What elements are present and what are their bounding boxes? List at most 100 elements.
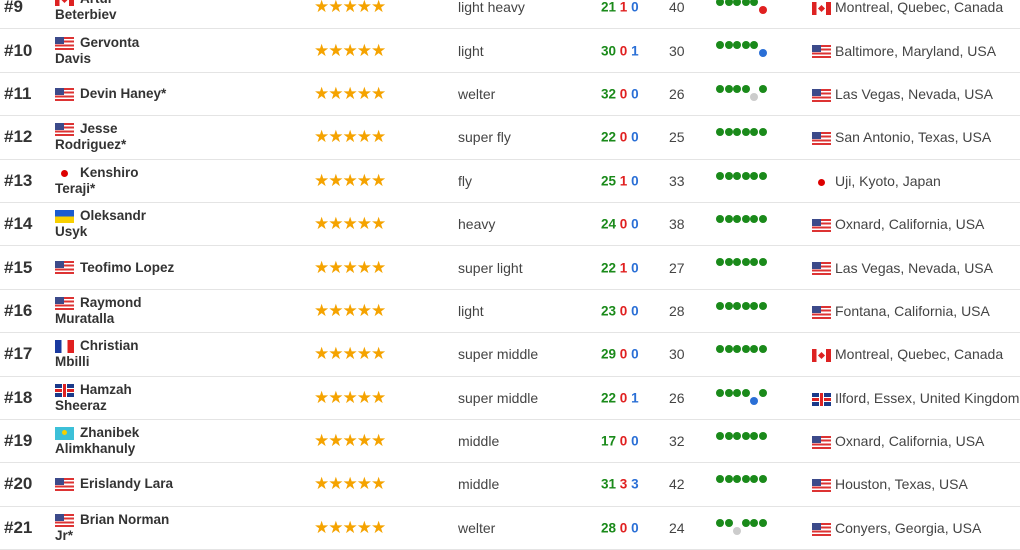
boxer-name-link[interactable]: Artur Beterbiev (55, 0, 175, 23)
star-icon: ★ (342, 344, 358, 364)
boxer-name-link[interactable]: Kenshiro Teraji* (55, 165, 175, 197)
us-flag-icon (55, 123, 74, 137)
form-dot-w (759, 171, 767, 180)
star-icon: ★ (314, 431, 329, 451)
star-rating: ★★★★★ (314, 300, 386, 321)
age: 42 (669, 476, 685, 493)
record: 30 0 1 (601, 43, 639, 58)
residence: Baltimore, Maryland, USA (812, 43, 996, 59)
rank: #16 (4, 300, 33, 320)
star-icon: ★ (314, 214, 329, 234)
boxer-name: Raymond Muratalla (55, 294, 142, 326)
star-icon: ★ (342, 0, 358, 17)
boxer-name-link[interactable]: Teofimo Lopez (55, 260, 175, 276)
residence: Montreal, Quebec, Canada (812, 346, 1003, 362)
star-icon: ★ (328, 0, 343, 17)
star-icon: ★ (314, 517, 329, 537)
star-icon: ★ (342, 300, 358, 320)
division: welter (458, 519, 496, 536)
star-rating: ★★★★★ (314, 388, 386, 408)
table-row[interactable]: #20 Erislandy Lara ★★★★★ middle 31 3 3 4… (0, 463, 1020, 507)
location: Ilford, Essex, United Kingdom (835, 389, 1020, 406)
wins: 22 (601, 260, 617, 276)
location: Oxnard, California, USA (835, 433, 985, 450)
table-row[interactable]: #9 Artur Beterbiev ★★★★★ light heavy 21 … (0, 0, 1020, 30)
location: Montreal, Quebec, Canada (835, 0, 1004, 16)
boxer-name-link[interactable]: Oleksandr Usyk (55, 208, 175, 240)
wins: 23 (601, 303, 617, 319)
star-icon: ★ (314, 474, 329, 494)
division: super middle (458, 389, 539, 406)
star-rating: ★★★★★ (314, 84, 386, 104)
record: 22 0 1 (601, 390, 639, 405)
star-icon: ★ (328, 40, 343, 60)
boxer-name-link[interactable]: Brian Norman Jr* (55, 512, 175, 544)
form-dot-w (750, 475, 759, 484)
form-dot-w (759, 301, 767, 310)
boxer-name-link[interactable]: Christian Mbilli (55, 338, 175, 370)
us-flag-icon (55, 296, 74, 310)
residence: Las Vegas, Nevada, USA (812, 260, 993, 276)
table-row[interactable]: #10 Gervonta Davis ★★★★★ light 30 0 1 30… (0, 29, 1020, 73)
age: 30 (669, 346, 685, 363)
table-row[interactable]: #15 Teofimo Lopez ★★★★★ super light 22 1… (0, 246, 1020, 290)
record: 22 0 0 (601, 130, 639, 145)
star-rating: ★★★★★ (314, 344, 386, 364)
table-row[interactable]: #13 Kenshiro Teraji* ★★★★★ fly 25 1 0 33… (0, 160, 1020, 203)
table-row[interactable]: #19 Zhanibek Alimkhanuly ★★★★★ middle 17… (0, 420, 1020, 464)
rank: #18 (4, 387, 33, 407)
table-row[interactable]: #11 Devin Haney* ★★★★★ welter 32 0 0 26 … (0, 73, 1020, 117)
wins: 32 (601, 86, 617, 102)
us-flag-icon (55, 478, 74, 492)
wins: 22 (601, 390, 617, 406)
boxer-name-link[interactable]: Devin Haney* (55, 86, 175, 102)
rank: #15 (4, 257, 33, 277)
ca-flag-icon (55, 0, 74, 7)
star-icon: ★ (371, 170, 386, 190)
boxer-name-link[interactable]: Erislandy Lara (55, 476, 175, 492)
star-rating: ★★★★★ (314, 517, 386, 538)
star-icon: ★ (314, 257, 329, 277)
table-row[interactable]: #17 Christian Mbilli ★★★★★ super middle … (0, 333, 1020, 377)
boxer-name-link[interactable]: Jesse Rodriguez* (55, 121, 175, 153)
form-dot-w (716, 475, 724, 484)
table-row[interactable]: #12 Jesse Rodriguez* ★★★★★ super fly 22 … (0, 116, 1020, 160)
star-icon: ★ (328, 431, 343, 451)
draws: 0 (631, 346, 639, 362)
star-rating: ★★★★★ (314, 257, 386, 278)
jp-flag-icon (812, 175, 831, 189)
form-dot-w (750, 258, 759, 267)
star-icon: ★ (328, 127, 343, 147)
location: Oxnard, California, USA (835, 216, 985, 233)
boxer-name-link[interactable]: Raymond Muratalla (55, 295, 175, 327)
age: 40 (669, 0, 685, 16)
form-dot-w (759, 258, 767, 267)
star-icon: ★ (356, 257, 372, 277)
boxer-name-link[interactable]: Gervonta Davis (55, 35, 175, 67)
boxer-name-link[interactable]: Zhanibek Alimkhanuly (55, 425, 175, 457)
star-icon: ★ (356, 431, 372, 451)
location: Las Vegas, Nevada, USA (835, 85, 993, 102)
division: heavy (458, 216, 496, 233)
age: 33 (669, 172, 685, 189)
us-flag-icon (55, 261, 74, 275)
record: 29 0 0 (601, 347, 639, 362)
draws: 0 (631, 303, 639, 319)
gb-flag-icon (812, 392, 831, 406)
table-row[interactable]: #14 Oleksandr Usyk ★★★★★ heavy 24 0 0 38… (0, 203, 1020, 247)
form-dot-w (741, 0, 750, 6)
form-dot-w (759, 214, 767, 223)
table-row[interactable]: #21 Brian Norman Jr* ★★★★★ welter 28 0 0… (0, 507, 1020, 550)
age: 38 (669, 216, 685, 233)
form-dot-w (733, 345, 742, 354)
table-row[interactable]: #18 Hamzah Sheeraz ★★★★★ super middle 22… (0, 377, 1020, 420)
rank: #10 (4, 40, 33, 60)
boxer-name-link[interactable]: Hamzah Sheeraz (55, 382, 175, 414)
table-row[interactable]: #16 Raymond Muratalla ★★★★★ light 23 0 0… (0, 290, 1020, 334)
rank: #9 (4, 0, 23, 17)
division: welter (458, 85, 496, 102)
division: super fly (458, 129, 511, 146)
wins: 21 (601, 0, 617, 15)
form-dot-w (741, 431, 750, 440)
form-dot-w (724, 171, 733, 180)
